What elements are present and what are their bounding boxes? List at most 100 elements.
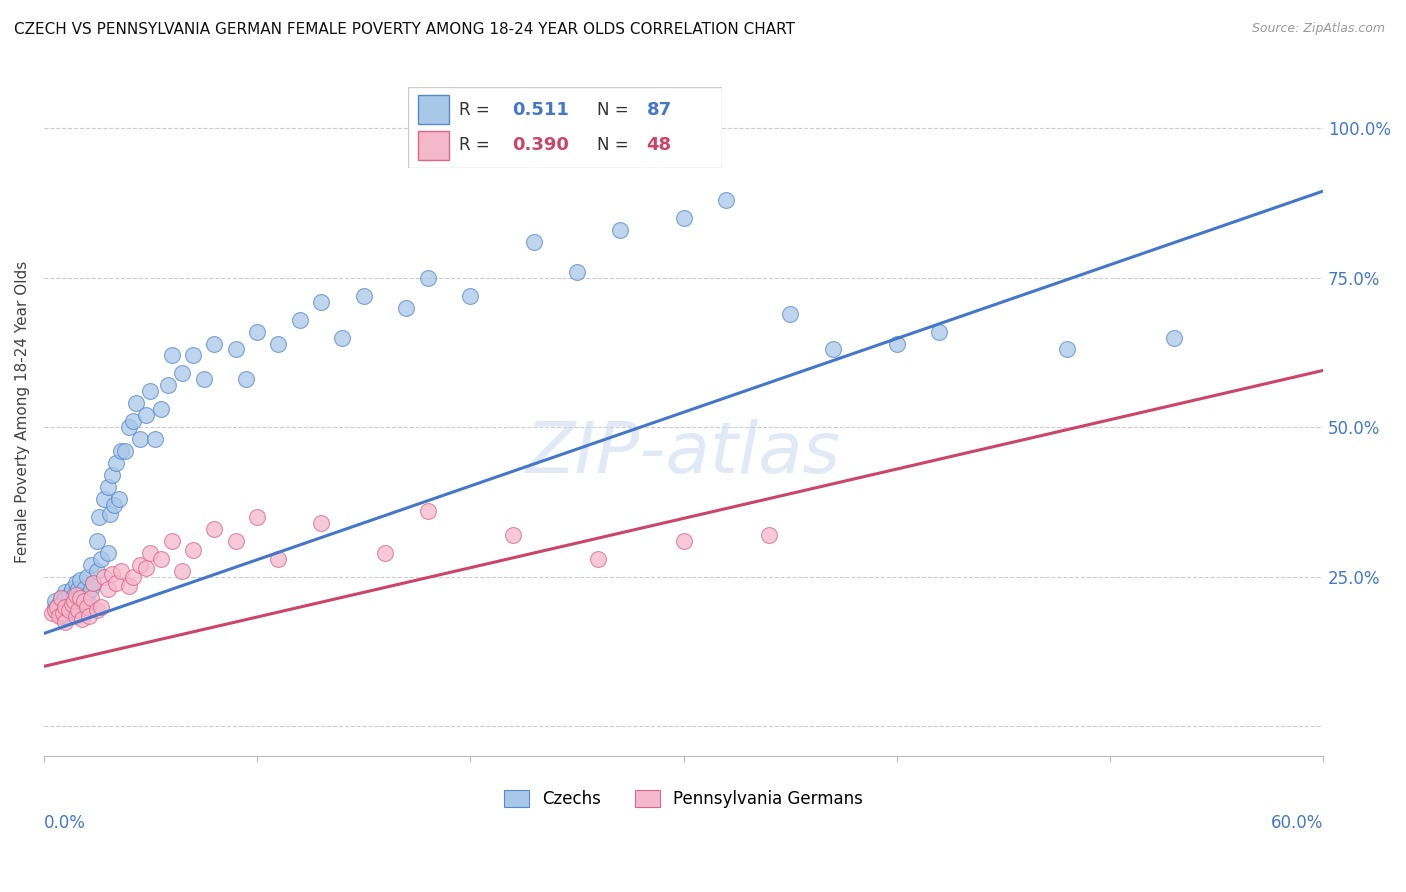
Point [65,588,87,602]
Point [69,573,91,587]
Point [76,602,98,616]
Point [565,265,588,279]
Point [172,564,194,578]
Point [122,414,145,428]
Point [41,606,63,620]
Point [53,599,76,614]
Point [150,402,173,417]
Point [77,597,100,611]
Point [48,597,70,611]
Point [58,602,80,616]
Point [89,509,111,524]
Legend: Czechs, Pennsylvania Germans: Czechs, Pennsylvania Germans [496,781,872,816]
Point [128,558,150,572]
Point [73,593,96,607]
Point [267,336,290,351]
Point [114,444,136,458]
Point [928,325,950,339]
Point [97,582,120,596]
Point [86,564,108,578]
Point [160,533,183,548]
Point [80,582,103,596]
Point [97,480,120,494]
Point [44,599,66,614]
Point [77,608,100,623]
Point [758,528,780,542]
Point [76,588,98,602]
Point [60,582,83,596]
Point [246,509,269,524]
Point [65,608,87,623]
Point [72,588,94,602]
Point [135,560,157,574]
Point [65,606,87,620]
Point [181,542,204,557]
Point [235,372,257,386]
Text: Source: ZipAtlas.com: Source: ZipAtlas.com [1251,22,1385,36]
Point [332,330,354,344]
Point [53,599,76,614]
Point [101,468,124,483]
Point [52,593,75,607]
Point [309,516,332,530]
Point [609,223,631,237]
Point [65,575,87,590]
Point [53,602,76,616]
Point [44,593,66,607]
Point [118,579,141,593]
Point [110,564,132,578]
Point [86,533,108,548]
Point [124,396,146,410]
Point [672,211,695,225]
Point [49,608,72,623]
Point [53,591,76,605]
Text: 60.0%: 60.0% [1271,814,1323,832]
Point [93,491,115,506]
Point [156,378,179,392]
Point [150,551,173,566]
Point [416,270,439,285]
Point [714,193,737,207]
Point [193,372,215,386]
Point [82,575,104,590]
Point [779,307,801,321]
Point [246,325,269,339]
Point [44,602,66,616]
Point [110,444,132,458]
Y-axis label: Female Poverty Among 18-24 Year Olds: Female Poverty Among 18-24 Year Olds [15,261,30,564]
Point [122,569,145,583]
Point [160,349,183,363]
Point [44,602,66,616]
Point [139,384,162,399]
Point [172,367,194,381]
Point [72,611,94,625]
Point [66,591,89,605]
Point [204,522,226,536]
Point [48,608,70,623]
Point [66,582,89,596]
Point [502,528,524,542]
Point [49,591,72,605]
Point [52,602,75,616]
Point [309,294,332,309]
Point [45,599,67,614]
Point [49,591,72,605]
Point [98,507,121,521]
Point [80,591,103,605]
Point [353,288,375,302]
Point [60,593,83,607]
Text: ZIP­atlas: ZIP­atlas [526,419,841,488]
Point [101,566,124,581]
Point [107,491,129,506]
Point [204,336,226,351]
Point [48,606,70,620]
Point [58,588,80,602]
Point [1163,330,1185,344]
Point [69,591,91,605]
Point [118,420,141,434]
Point [90,599,112,614]
Point [105,575,128,590]
Point [128,432,150,446]
Point [72,599,94,614]
Point [416,504,439,518]
